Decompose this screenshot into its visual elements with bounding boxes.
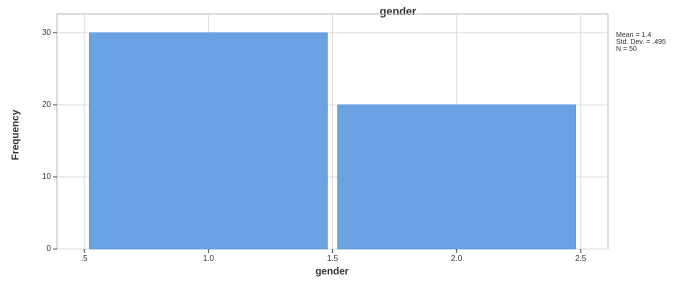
x-axis-label: gender xyxy=(315,267,348,278)
stat-label: Std. Dev. = .495 xyxy=(616,39,666,46)
bar xyxy=(89,33,327,249)
x-tick-label: 2.0 xyxy=(451,254,463,263)
chart: gender gender Frequency 0 10 20 30 .5 1.0 1.5 2… xyxy=(0,0,688,281)
x-tick-label: 1.0 xyxy=(203,254,215,263)
y-tick-label: 10 xyxy=(42,172,51,181)
x-tick-label: 1.5 xyxy=(327,254,339,263)
y-tick-label: 0 xyxy=(47,244,52,253)
x-tick-label: 2.5 xyxy=(575,254,587,263)
y-axis-label: Frequency xyxy=(11,109,22,160)
y-tick-label: 20 xyxy=(42,100,51,109)
chart-title: gender xyxy=(380,6,417,18)
x-tick-label: .5 xyxy=(81,254,88,263)
stat-label: Mean = 1.4 xyxy=(616,32,651,39)
bar xyxy=(338,105,576,249)
y-tick-label: 30 xyxy=(42,28,51,37)
stat-label: N = 50 xyxy=(616,46,637,53)
